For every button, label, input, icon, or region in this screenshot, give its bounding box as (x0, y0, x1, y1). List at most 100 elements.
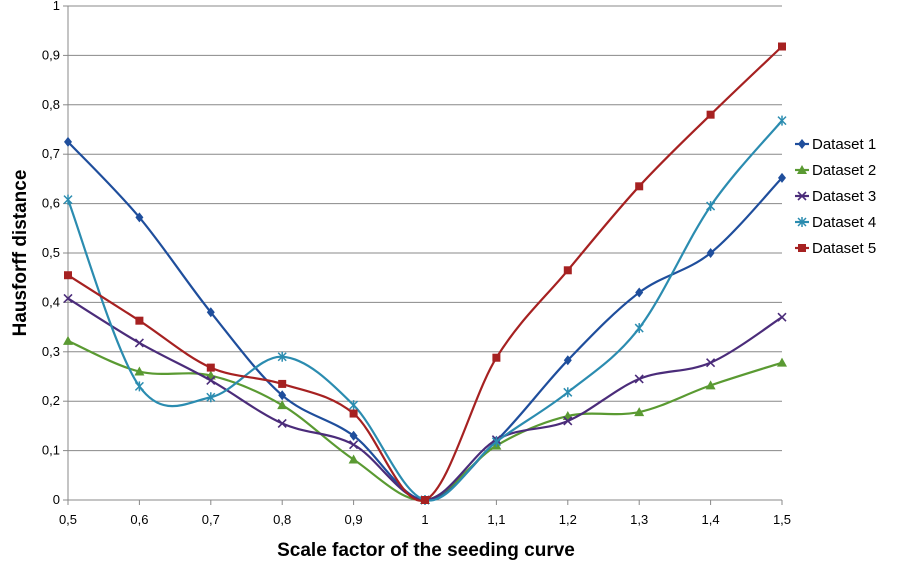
data-point (563, 266, 572, 275)
data-point (206, 363, 215, 372)
legend-item: Dataset 3 (795, 188, 876, 205)
data-point (563, 387, 573, 398)
marker-stroke (797, 191, 807, 201)
data-point (349, 440, 359, 450)
legend-label: Dataset 1 (812, 136, 876, 153)
y-tick-label: 1 (53, 0, 60, 13)
data-point (135, 212, 144, 223)
legend-marker (797, 165, 807, 174)
data-point (349, 400, 359, 411)
x-tick-label: 0,6 (130, 512, 148, 527)
data-point (634, 407, 645, 417)
data-point (635, 287, 644, 298)
legend-item: Dataset 5 (795, 240, 876, 257)
data-point (634, 323, 644, 334)
marker-stroke (634, 374, 644, 384)
data-point (277, 400, 288, 410)
data-point (777, 357, 787, 367)
legend-label: Dataset 4 (812, 214, 876, 231)
data-point (63, 194, 73, 205)
data-point (706, 248, 715, 258)
data-point (134, 366, 145, 376)
series-4 (63, 115, 787, 505)
data-point (635, 182, 644, 191)
data-point (706, 358, 716, 368)
data-point (778, 172, 786, 183)
x-tick-label: 1,2 (559, 512, 577, 527)
x-axis-ticks: 0,5 0,6 0,7 0,8 0,9 1 1,1 1,2 1,3 1,4 1,5 (59, 500, 791, 527)
data-point (63, 335, 73, 345)
series-line (66, 119, 783, 502)
data-point (278, 379, 287, 388)
data-point (135, 316, 144, 325)
series-line (67, 339, 783, 502)
y-tick-label: 0,7 (42, 146, 60, 161)
y-axis-title: Hausforff distance (10, 170, 31, 337)
marker-stroke (277, 418, 287, 428)
y-tick-label: 0,1 (42, 443, 60, 458)
series-group (63, 42, 787, 505)
y-tick-label: 0,9 (42, 47, 60, 62)
marker-stroke (206, 375, 216, 386)
data-point (634, 374, 644, 384)
data-point (277, 351, 287, 362)
data-point (206, 307, 215, 318)
legend-item: Dataset 2 (795, 162, 876, 179)
data-point (348, 454, 359, 464)
legend-marker (798, 244, 806, 252)
x-tick-label: 1,1 (487, 512, 505, 527)
data-point (706, 110, 715, 119)
data-point (349, 409, 358, 418)
marker-stroke (134, 338, 144, 348)
x-tick-label: 0,7 (202, 512, 220, 527)
marker-stroke (706, 358, 716, 368)
data-point (64, 136, 72, 147)
legend-label: Dataset 5 (812, 240, 876, 257)
y-tick-label: 0,2 (42, 393, 60, 408)
marker-stroke (563, 416, 573, 426)
data-point (706, 201, 716, 212)
y-axis-ticks: 0 0,1 0,2 0,3 0,4 0,5 0,6 0,7 0,8 0,9 1 (42, 0, 68, 507)
data-point (278, 390, 287, 401)
data-point (491, 436, 501, 447)
y-tick-label: 0,8 (42, 97, 60, 112)
legend-item: Dataset 1 (795, 136, 876, 153)
x-tick-label: 0,9 (345, 512, 363, 527)
x-tick-label: 0,5 (59, 512, 77, 527)
gridlines (68, 5, 782, 452)
marker-stroke (63, 293, 73, 304)
data-point (206, 392, 216, 403)
data-point (277, 418, 287, 428)
data-point (492, 353, 501, 362)
data-point (563, 416, 573, 426)
data-point (134, 338, 144, 348)
legend-marker (797, 217, 807, 227)
data-point (64, 271, 72, 280)
legend: Dataset 1 Dataset 2 Dataset 3 Dataset 4 Data… (795, 136, 876, 257)
marker-stroke (777, 312, 787, 322)
y-tick-label: 0,6 (42, 196, 60, 211)
x-axis-title: Scale factor of the seeding curve (277, 540, 575, 561)
data-point (63, 293, 73, 304)
x-tick-label: 1 (421, 512, 428, 527)
x-tick-label: 1,5 (773, 512, 791, 527)
data-point (778, 42, 786, 51)
x-tick-label: 1,4 (702, 512, 720, 527)
series-5 (64, 42, 786, 504)
legend-marker (797, 191, 807, 201)
data-point (777, 115, 787, 126)
series-1 (64, 136, 786, 505)
x-tick-label: 1,3 (630, 512, 648, 527)
data-point (206, 375, 216, 386)
y-tick-label: 0,5 (42, 245, 60, 260)
data-point (421, 496, 429, 504)
legend-marker (798, 139, 806, 149)
y-tick-label: 0 (53, 492, 60, 507)
data-point (777, 312, 787, 322)
x-tick-label: 0,8 (273, 512, 291, 527)
legend-item: Dataset 4 (795, 214, 876, 231)
legend-label: Dataset 2 (812, 162, 876, 179)
data-point (134, 381, 144, 392)
marker-stroke (349, 440, 359, 450)
